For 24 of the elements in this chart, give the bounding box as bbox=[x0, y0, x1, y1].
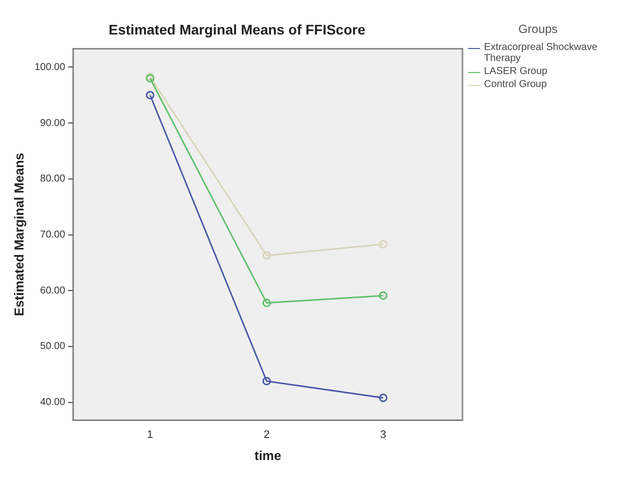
x-tick-label: 2 bbox=[264, 428, 270, 441]
y-tick-label: 70.00 bbox=[40, 230, 66, 241]
y-axis-title: Estimated Marginal Means bbox=[11, 152, 26, 316]
point bbox=[378, 240, 388, 249]
point bbox=[378, 394, 388, 402]
y-tick-label: 100.00 bbox=[34, 62, 66, 73]
y-tick-label: 40.00 bbox=[40, 397, 66, 408]
legend-label: Control Group bbox=[484, 79, 547, 90]
legend-label: LASER Group bbox=[484, 66, 548, 77]
y-tick-label: 90.00 bbox=[40, 118, 66, 129]
legend-title: Groups bbox=[517, 22, 559, 36]
point bbox=[262, 376, 271, 386]
point bbox=[378, 291, 388, 300]
y-tick-label: 60.00 bbox=[40, 285, 66, 296]
point bbox=[262, 298, 271, 308]
point bbox=[146, 90, 154, 100]
y-tick-label: 50.00 bbox=[40, 341, 66, 352]
point bbox=[262, 251, 271, 260]
x-tick-label: 1 bbox=[147, 428, 154, 441]
y-tick-label: 80.00 bbox=[40, 174, 66, 185]
legend-label: Extracorpreal Shockwave Therapy bbox=[484, 42, 598, 64]
x-axis-title: time bbox=[254, 448, 282, 463]
x-tick-label: 3 bbox=[380, 428, 386, 441]
chart-title: Estimated Marginal Means of FFIScore bbox=[108, 21, 366, 38]
